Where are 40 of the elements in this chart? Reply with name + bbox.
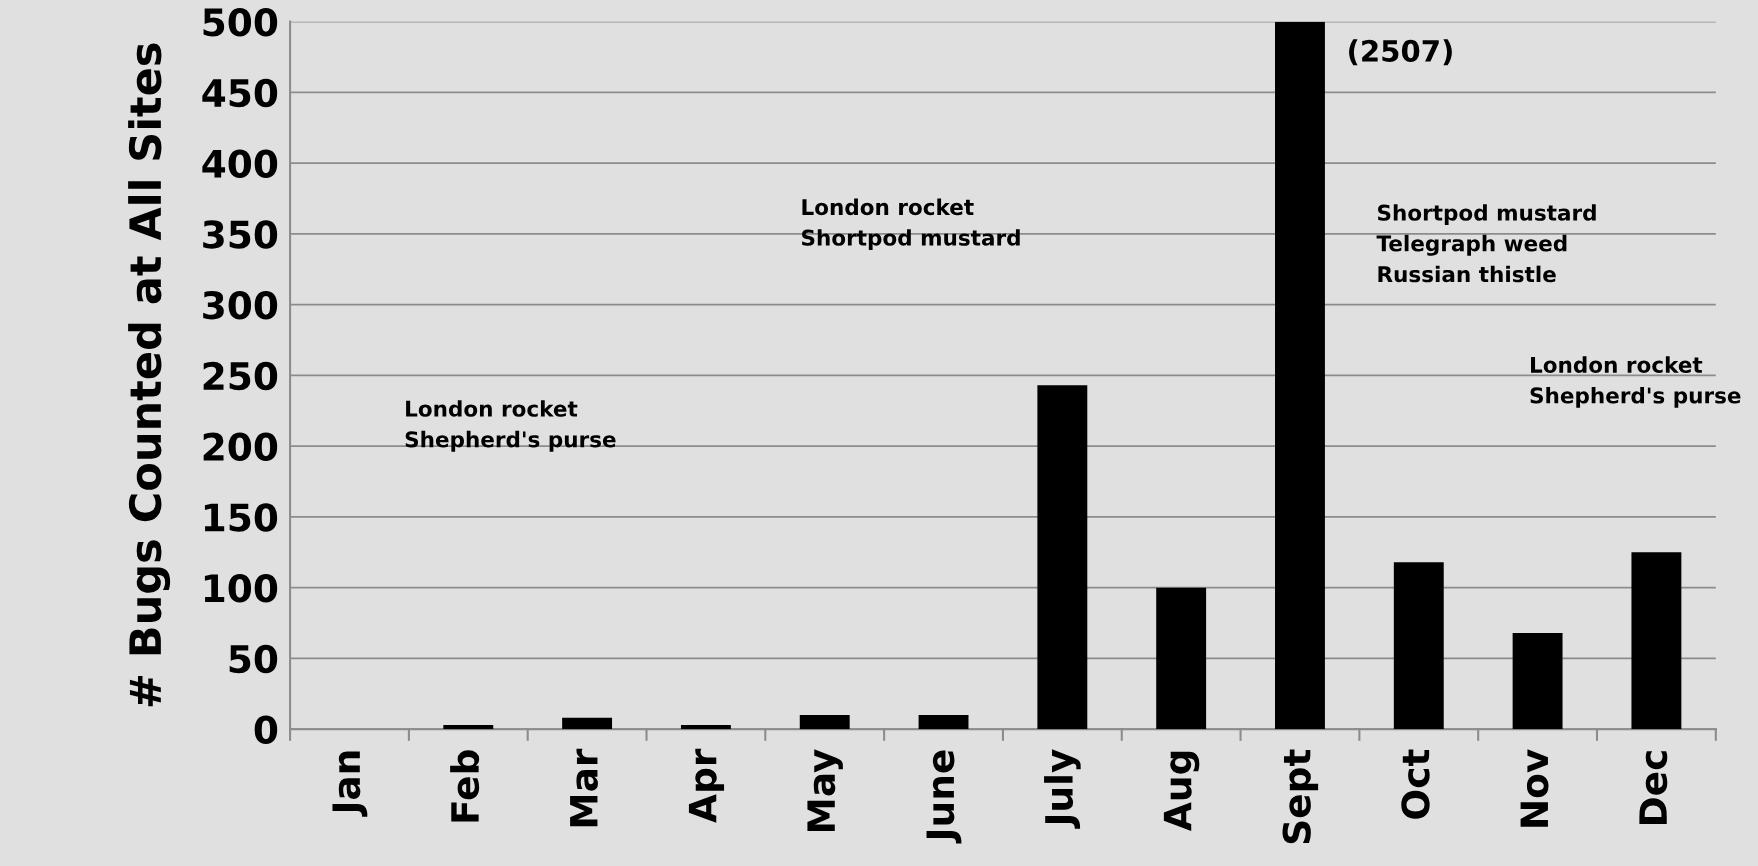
bar: [1275, 21, 1325, 730]
bar: [1156, 587, 1207, 730]
x-tick-label: Sept: [1282, 749, 1319, 844]
bar: [1393, 562, 1444, 730]
bar: [1631, 552, 1682, 730]
x-tick-label: Nov: [1520, 749, 1549, 827]
x-tick-label: Feb: [450, 750, 480, 822]
y-tick-label: 100: [204, 574, 278, 603]
y-tick-label: 450: [202, 78, 278, 108]
x-tick-label: June: [926, 750, 962, 844]
bar: [918, 715, 969, 730]
x-tick-label: Jan: [332, 751, 368, 817]
x-tick-label: Mar: [570, 748, 598, 827]
y-tick-label: 50: [229, 644, 278, 674]
y-tick-label: 350: [203, 220, 278, 249]
x-tick-label: Oct: [1401, 749, 1430, 819]
y-tick-label: 250: [203, 361, 278, 391]
annotation: Shortpod mustard Telegraph weed Russian thistle: [1376, 204, 1596, 283]
y-tick-label: 150: [204, 503, 278, 532]
y-tick-label: 300: [203, 291, 278, 320]
bar: [1037, 385, 1088, 730]
y-tick-label: 400: [202, 149, 278, 178]
bar: [1512, 632, 1563, 730]
annotation: London rocket Shepherd's purse: [405, 400, 616, 452]
annotation: London rocket Shepherd's purse: [1530, 356, 1741, 408]
bar: [680, 724, 731, 730]
y-tick-label: 0: [254, 715, 278, 744]
annotation: (2507): [1349, 39, 1452, 66]
x-tick-label: Apr: [688, 748, 725, 823]
x-tick-label: Aug: [1163, 751, 1200, 831]
x-tick-label: May: [807, 749, 843, 832]
x-tick-label: July: [1044, 749, 1081, 829]
y-axis-title: # Bugs Counted at All Sites: [128, 43, 171, 707]
y-tick-label: 200: [203, 432, 278, 461]
bar: [799, 715, 850, 730]
y-tick-label: 500: [203, 8, 278, 37]
x-tick-label: Dec: [1639, 751, 1668, 824]
annotation: London rocket Shortpod mustard: [802, 198, 1020, 251]
bar: [443, 724, 494, 730]
bar: [562, 717, 613, 730]
